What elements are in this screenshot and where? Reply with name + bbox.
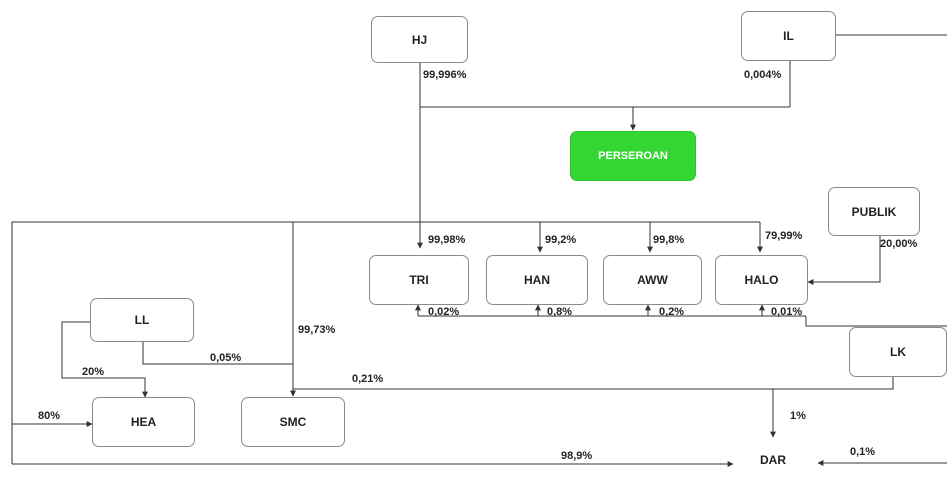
node-il: IL <box>741 11 836 61</box>
ll-to-hea-arrow <box>61 321 148 398</box>
label-halo-up: 0,01% <box>771 306 803 318</box>
right-side-line <box>805 316 947 327</box>
node-ll: LL <box>90 298 194 342</box>
label-han-up: 0,8% <box>547 306 573 318</box>
node-lk: LK <box>849 327 947 377</box>
node-dar: DAR <box>760 452 786 467</box>
node-halo: HALO <box>715 255 808 305</box>
label-lk-line: 0,21% <box>352 373 384 385</box>
node-tri: TRI <box>369 255 469 305</box>
perseroan-loop-line <box>11 221 760 464</box>
node-smc: SMC <box>241 397 345 447</box>
node-aww: AWW <box>603 255 702 305</box>
label-publik-halo: 20,00% <box>880 238 918 250</box>
publik-to-halo-arrow <box>807 236 881 285</box>
lk-line <box>293 377 894 390</box>
label-to-han: 99,2% <box>545 234 577 246</box>
label-to-smc: 99,73% <box>298 324 336 336</box>
label-to-tri: 99,98% <box>428 234 466 246</box>
label-hj-perseroan: 99,996% <box>423 69 467 81</box>
label-right-dar: 0,1% <box>850 446 876 458</box>
ll-to-smc-line <box>142 342 293 365</box>
node-publik: PUBLIK <box>828 187 920 236</box>
label-tri-up: 0,02% <box>428 306 460 318</box>
node-hj: HJ <box>371 16 468 63</box>
label-to-halo: 79,99% <box>765 230 803 242</box>
label-ll-smc: 0,05% <box>210 352 242 364</box>
node-perseroan: PERSEROAN <box>570 131 696 181</box>
node-han: HAN <box>486 255 588 305</box>
node-hea: HEA <box>92 397 195 447</box>
label-lk-dar: 1% <box>790 410 806 422</box>
label-left-hea: 80% <box>38 410 61 422</box>
label-to-aww: 99,8% <box>653 234 685 246</box>
label-to-dar: 98,9% <box>561 450 593 462</box>
label-ll-hea: 20% <box>82 366 105 378</box>
label-aww-up: 0,2% <box>659 306 685 318</box>
label-il-perseroan: 0,004% <box>744 69 782 81</box>
